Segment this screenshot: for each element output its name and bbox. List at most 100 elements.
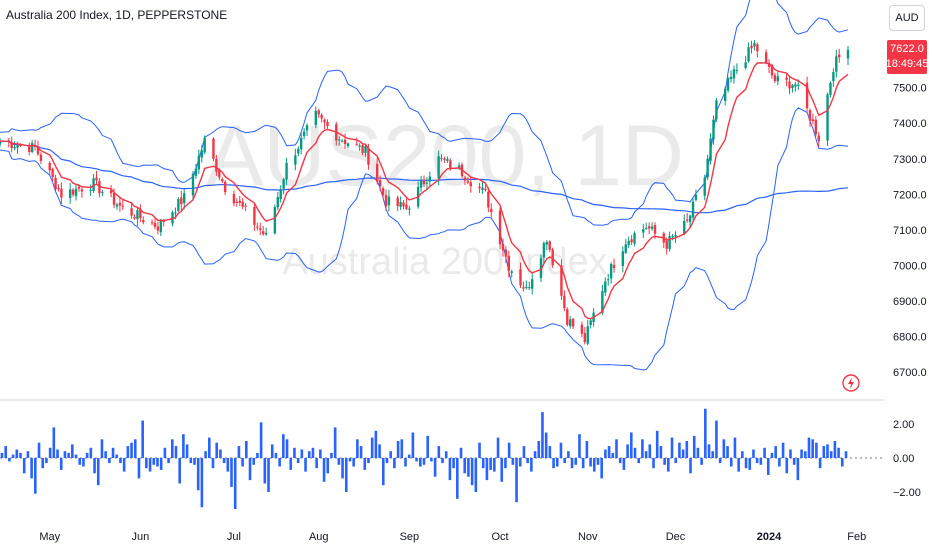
candle — [95, 170, 98, 185]
time-tick-label: May — [39, 531, 60, 543]
candle — [299, 131, 303, 155]
histogram-bar — [474, 458, 478, 492]
histogram-bar — [367, 458, 370, 464]
price-tick-label: 7000.0 — [893, 260, 927, 272]
candle — [715, 97, 718, 122]
time-axis[interactable]: May Jun Jul Aug Sep Oct Nov Dec 2024 Feb — [39, 531, 866, 543]
candle — [109, 185, 113, 198]
candle — [121, 199, 125, 211]
histogram-bar — [748, 458, 752, 470]
candle — [647, 222, 651, 235]
candle — [609, 262, 613, 284]
histogram-bar — [530, 458, 533, 472]
currency-button[interactable]: AUD — [889, 5, 925, 31]
histogram-bar — [315, 458, 318, 469]
candle — [805, 76, 809, 112]
candle — [419, 176, 423, 192]
histogram-bar — [67, 452, 70, 458]
histogram-bar — [11, 454, 15, 458]
candle — [261, 226, 265, 236]
candle — [510, 269, 513, 278]
histogram-bar — [237, 446, 241, 458]
histogram-bar — [422, 458, 426, 465]
histogram-bar — [178, 458, 181, 484]
candle — [384, 189, 388, 211]
histogram-bar — [641, 439, 644, 458]
histogram-bar — [667, 458, 670, 472]
histogram-bar — [755, 458, 759, 464]
histogram-bar — [222, 458, 226, 464]
histogram-bar — [518, 458, 522, 467]
price-axis[interactable]: 7500.0 7400.0 7300.0 7200.0 7100.0 7000.0 6900… — [893, 83, 927, 380]
histogram-bar — [219, 449, 222, 458]
price-tick-label: 6700.0 — [893, 367, 927, 379]
candle — [136, 207, 139, 226]
candle — [446, 156, 449, 163]
candle — [259, 222, 262, 235]
histogram-bar — [633, 447, 637, 458]
candle — [361, 143, 364, 156]
last-price-label: 7622.0 — [890, 43, 924, 55]
candle — [282, 178, 285, 195]
candle — [846, 45, 850, 66]
candle — [338, 136, 341, 146]
candle — [402, 200, 405, 210]
histogram-bar — [840, 458, 844, 467]
histogram-bar — [393, 458, 396, 469]
histogram-bar — [363, 458, 367, 470]
histogram-bar — [74, 454, 78, 458]
histogram-bar — [741, 451, 744, 458]
histogram-bar — [167, 458, 170, 464]
candlesticks — [0, 40, 850, 346]
histogram-bar — [259, 422, 263, 458]
histogram-bar — [618, 458, 622, 464]
symbol-title[interactable]: Australia 200 Index, 1D, PEPPERSTONE — [6, 8, 228, 22]
histogram-bar — [233, 458, 237, 509]
candle — [826, 92, 829, 146]
price-tick-label: 6900.0 — [893, 296, 927, 308]
histogram-bar — [319, 449, 322, 458]
histogram-bar — [555, 458, 559, 467]
time-tick-label: Feb — [847, 531, 866, 543]
histogram-bar — [341, 458, 344, 479]
candle — [314, 106, 318, 129]
candle — [747, 42, 750, 63]
candle — [101, 190, 104, 197]
time-tick-label: Aug — [309, 531, 329, 543]
histogram-bar — [82, 458, 85, 467]
histogram-bar — [282, 434, 285, 458]
histogram-bar — [370, 437, 374, 458]
histogram-bar — [467, 458, 470, 477]
histogram-bar — [837, 447, 840, 458]
histogram-bar — [48, 447, 52, 458]
candle — [744, 55, 747, 70]
histogram-bar — [22, 458, 26, 474]
histogram-bar — [41, 458, 45, 469]
alert-icon[interactable] — [842, 374, 860, 392]
histogram-bar — [507, 442, 511, 458]
histogram-bar — [426, 435, 430, 458]
histogram-bar — [278, 458, 281, 467]
histogram-bar — [185, 444, 189, 458]
candle — [829, 81, 832, 98]
watermark-ticker: AUS200, 1D — [206, 108, 684, 204]
histogram-bar — [770, 452, 774, 458]
histogram-bar — [803, 451, 807, 458]
histogram-bar — [789, 449, 792, 458]
candle — [767, 58, 771, 74]
histogram-bar — [815, 442, 818, 458]
histogram-bar — [493, 458, 496, 472]
histogram-bar — [415, 458, 418, 462]
lower-band — [0, 107, 849, 371]
histogram-bar — [189, 458, 193, 464]
candle — [691, 197, 695, 221]
histogram-bar — [844, 451, 848, 458]
candle — [753, 40, 756, 51]
histogram-bar — [663, 458, 666, 465]
histogram-bar — [245, 441, 248, 458]
histogram-bar — [596, 458, 600, 465]
oscillator-axis[interactable]: 2.00 0.00 −2.00 — [893, 419, 921, 499]
histogram-bar — [26, 451, 30, 458]
time-tick-label: Jun — [131, 531, 149, 543]
